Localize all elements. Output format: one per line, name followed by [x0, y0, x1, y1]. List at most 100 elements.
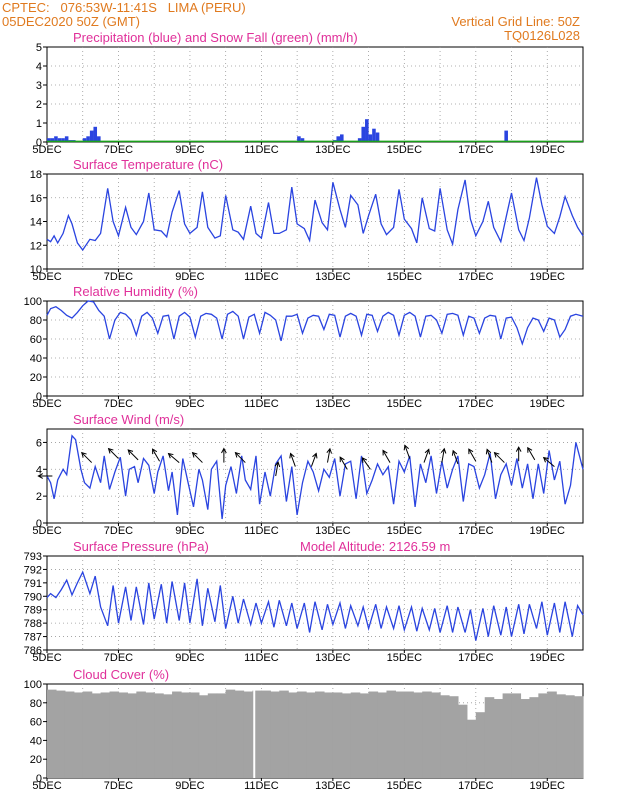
- x-tick-label: 5DEC: [32, 398, 61, 410]
- x-tick-label: 17DEC: [458, 271, 494, 283]
- wind-arrow: [361, 456, 371, 470]
- y-tick-label: 14: [30, 217, 42, 229]
- x-tick-label: 13DEC: [315, 780, 351, 792]
- y-tick-label: 40: [30, 353, 42, 365]
- header: CPTEC: 076:53W-11:41S LIMA (PERU) 05DEC2…: [2, 0, 580, 43]
- cloud-bar: [216, 693, 227, 778]
- wind-arrow: [167, 452, 180, 463]
- precip-bar: [368, 134, 373, 142]
- x-tick-label: 15DEC: [387, 398, 423, 410]
- y-tick-label: 0: [36, 137, 42, 149]
- y-tick-label: 12: [30, 240, 42, 252]
- cloud-bar: [145, 692, 155, 778]
- cloud-bar: [118, 692, 128, 778]
- precip-bar: [372, 128, 376, 142]
- wind-arrow: [451, 449, 459, 465]
- wind-arrow: [289, 452, 296, 467]
- x-tick-label: 13DEC: [315, 398, 351, 410]
- cloud-bar: [440, 695, 450, 778]
- series-line: [46, 434, 584, 520]
- cloud-bar: [431, 692, 441, 778]
- cloud-bar: [341, 693, 352, 778]
- y-tick-label: 792: [24, 564, 42, 576]
- wind-arrow: [37, 473, 53, 479]
- cloud-bar: [234, 690, 245, 778]
- cloud-bar: [127, 693, 137, 778]
- x-tick-label: 5DEC: [32, 144, 61, 156]
- header-source-line: CPTEC: 076:53W-11:41S LIMA (PERU): [2, 0, 246, 15]
- cloud-bar: [377, 692, 388, 778]
- precip-bar: [57, 138, 62, 142]
- y-tick-label: 788: [24, 618, 42, 630]
- precip-bar: [375, 132, 380, 142]
- cloud-bar: [502, 693, 513, 778]
- panel-wind: 0 2 4 6 5DEC 7DEC 9DEC 11DEC 13DEC 15DEC 17DEC 19DE…: [32, 412, 584, 537]
- panel-cloud-cover: 0 20 40 60 80 100 5DEC 7DEC 9DEC 11DEC 13DEC 15DEC 1…: [24, 667, 584, 792]
- cloud-bar: [457, 704, 468, 778]
- panel-title: Surface Pressure (hPa): [73, 539, 209, 554]
- x-tick-label: 11DEC: [244, 780, 279, 792]
- x-tick-label: 11DEC: [244, 398, 279, 410]
- x-tick-label: 19DEC: [530, 652, 566, 664]
- precip-bar: [47, 138, 51, 142]
- y-tick-label: 80: [30, 698, 42, 710]
- x-tick-label: 9DEC: [175, 398, 204, 410]
- y-tick-label: 789: [24, 605, 42, 617]
- cloud-bar: [306, 692, 316, 778]
- cloud-bar: [475, 712, 486, 778]
- x-tick-label: 7DEC: [104, 398, 133, 410]
- x-tick-label: 17DEC: [458, 780, 494, 792]
- x-tick-label: 19DEC: [530, 271, 566, 283]
- y-tick-label: 791: [24, 578, 42, 590]
- cloud-bar: [413, 692, 423, 778]
- cloud-bar: [386, 690, 396, 778]
- cloud-bar: [91, 693, 102, 778]
- cloud-bar: [404, 691, 414, 778]
- x-tick-label: 15DEC: [387, 525, 423, 537]
- y-tick-label: 790: [24, 591, 42, 603]
- precip-bar: [50, 138, 55, 142]
- cloud-bar: [100, 692, 111, 778]
- wind-arrow: [542, 456, 555, 467]
- cloud-bar: [109, 691, 120, 778]
- wind-arrow: [485, 448, 493, 463]
- y-tick-label: 786: [24, 645, 42, 657]
- cloud-bar: [511, 693, 522, 778]
- cloud-bar: [350, 692, 361, 778]
- x-tick-label: 9DEC: [175, 271, 204, 283]
- precip-bar: [300, 138, 305, 142]
- cloud-bar: [163, 694, 173, 778]
- x-tick-label: 5DEC: [32, 271, 61, 283]
- precip-bar: [365, 119, 369, 142]
- x-tick-label: 11DEC: [244, 525, 279, 537]
- wind-arrow: [339, 456, 348, 470]
- cloud-bar: [225, 689, 236, 778]
- y-tick-label: 18: [30, 169, 42, 181]
- y-tick-label: 100: [24, 679, 42, 691]
- x-tick-label: 11DEC: [244, 271, 279, 283]
- y-tick-label: 5: [36, 42, 42, 54]
- panel-title: Precipitation (blue) and Snow Fall (gree…: [73, 30, 358, 45]
- cloud-bar: [82, 691, 93, 778]
- wind-arrow: [310, 452, 318, 467]
- cloud-bar: [323, 692, 334, 778]
- header-code: TQ0126L028: [504, 28, 580, 43]
- panel-temperature: 10 12 14 16 18 5DEC 7DEC 9DEC 11DEC 13DEC 15DEC 17D…: [30, 157, 584, 283]
- y-tick-label: 4: [36, 61, 42, 73]
- cloud-bar: [368, 691, 379, 778]
- cloud-bar: [297, 691, 307, 778]
- wind-arrow: [274, 461, 281, 477]
- x-tick-label: 15DEC: [387, 780, 423, 792]
- cloud-bar: [547, 691, 557, 778]
- cloud-bar: [288, 692, 298, 778]
- cloud-bar: [556, 694, 566, 778]
- y-tick-label: 793: [24, 551, 42, 563]
- cloud-bar: [47, 689, 57, 778]
- cloud-bar: [73, 692, 84, 778]
- cloud-bar: [243, 691, 254, 778]
- y-tick-label: 40: [30, 735, 42, 747]
- x-tick-label: 9DEC: [175, 652, 204, 664]
